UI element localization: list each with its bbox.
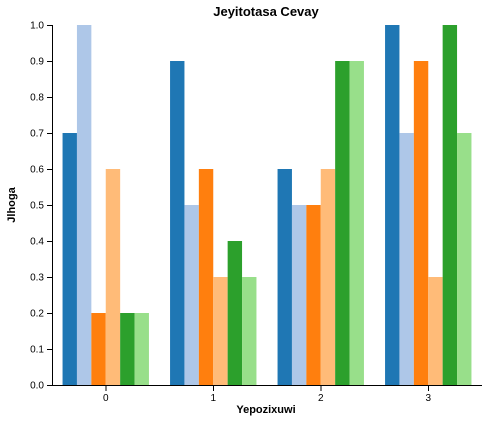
y-tick-label: 0.4 <box>30 237 44 248</box>
bar-cat1-series2 <box>184 205 199 385</box>
bar-cat3-series4 <box>428 277 443 385</box>
y-tick-label: 0.2 <box>30 309 44 320</box>
bar-cat0-series5 <box>120 313 135 385</box>
y-axis-label: Jlhoga <box>6 186 18 222</box>
bar-cat0-series4 <box>105 169 121 385</box>
x-tick-label: 2 <box>318 393 324 404</box>
bar-cat3-series3 <box>413 61 429 385</box>
bar-cat0-series3 <box>91 313 106 385</box>
bar-cat1-series3 <box>198 169 214 385</box>
y-tick-label: 0.5 <box>30 201 44 212</box>
y-axis: 0.0 0.1 0.2 0.3 0.4 0.5 0.6 0.7 0.8 0.9 1.0 <box>30 21 53 392</box>
y-tick-label: 0.7 <box>30 129 44 140</box>
y-tick-label: 1.0 <box>30 21 44 32</box>
x-axis: 0 1 2 3 <box>52 385 482 404</box>
bar-cat1-series6 <box>242 277 257 385</box>
y-tick-label: 0.1 <box>30 345 44 356</box>
bar-cat0-series2 <box>76 25 92 385</box>
y-tick-label: 0.3 <box>30 273 44 284</box>
x-axis-label: Yepozixuwi <box>236 404 295 416</box>
bar-cat3-series1 <box>385 25 400 385</box>
bar-cat3-series5 <box>442 25 458 385</box>
bar-cat0-series1 <box>62 133 77 385</box>
bar-cat1-series4 <box>213 277 228 385</box>
x-tick-label: 0 <box>103 393 109 404</box>
x-tick-label: 1 <box>210 393 216 404</box>
chart-title: Jeyitotasa Cevay <box>213 4 319 19</box>
bar-cat2-series1 <box>277 169 292 385</box>
y-tick-label: 0.0 <box>30 381 44 392</box>
x-tick-label: 3 <box>425 393 431 404</box>
bar-cat2-series2 <box>291 205 307 385</box>
y-tick-label: 0.8 <box>30 93 44 104</box>
bar-cat3-series6 <box>457 133 472 385</box>
bars-group <box>62 25 472 385</box>
bar-cat1-series1 <box>170 61 185 385</box>
y-tick-label: 0.9 <box>30 57 44 68</box>
bar-cat0-series6 <box>134 313 149 385</box>
bar-cat2-series4 <box>320 169 336 385</box>
bar-cat1-series5 <box>227 241 243 385</box>
bar-cat2-series5 <box>335 61 350 385</box>
bar-cat3-series2 <box>399 133 414 385</box>
y-tick-label: 0.6 <box>30 165 44 176</box>
bar-cat2-series3 <box>306 205 321 385</box>
bar-cat2-series6 <box>349 61 364 385</box>
